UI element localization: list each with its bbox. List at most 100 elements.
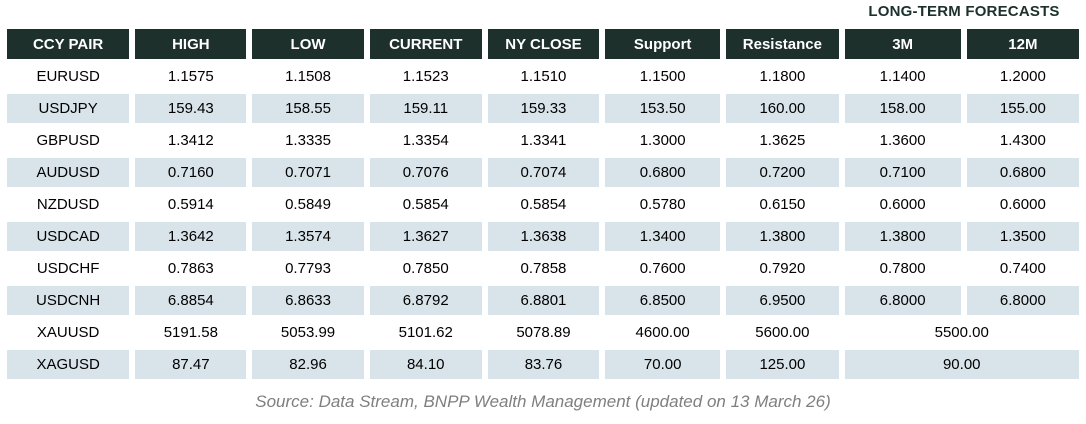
column-header-high: HIGH — [135, 29, 247, 59]
cell-resistance: 160.00 — [726, 94, 839, 123]
cell-low: 0.5849 — [252, 190, 364, 219]
table-row-usdcad: USDCAD 1.3642 1.3574 1.3627 1.3638 1.3400 1.38… — [7, 222, 1079, 251]
cell-ny-close: 1.3341 — [487, 126, 600, 155]
cell-m3: 0.7800 — [844, 254, 961, 283]
cell-ny-close: 0.7074 — [487, 158, 600, 187]
cell-current: 0.5854 — [369, 190, 482, 219]
cell-resistance: 1.3800 — [726, 222, 839, 251]
column-header-support: Support — [605, 29, 721, 59]
table-row-xagusd: XAGUSD 87.47 82.96 84.10 83.76 70.00 125.00 90.… — [7, 350, 1079, 379]
cell-pair: USDCNH — [7, 286, 130, 315]
cell-ny-close: 1.1510 — [487, 62, 600, 91]
cell-ny-close: 1.3638 — [487, 222, 600, 251]
cell-low: 82.96 — [252, 350, 364, 379]
cell-m12: 155.00 — [966, 94, 1079, 123]
cell-current: 1.3627 — [369, 222, 482, 251]
cell-support: 1.3400 — [605, 222, 721, 251]
table-header: CCY PAIR HIGH LOW CURRENT NY CLOSE Support Res… — [7, 29, 1079, 59]
cell-resistance: 0.7920 — [726, 254, 839, 283]
cell-ny-close: 0.5854 — [487, 190, 600, 219]
cell-support: 153.50 — [605, 94, 721, 123]
cell-current: 84.10 — [369, 350, 482, 379]
cell-resistance: 0.7200 — [726, 158, 839, 187]
cell-support: 1.3000 — [605, 126, 721, 155]
table-body: EURUSD 1.1575 1.1508 1.1523 1.1510 1.1500 1.18… — [7, 62, 1079, 379]
cell-high: 0.7863 — [135, 254, 247, 283]
cell-support: 0.6800 — [605, 158, 721, 187]
cell-m12: 0.6800 — [966, 158, 1079, 187]
column-header-ny-close: NY CLOSE — [487, 29, 600, 59]
column-header-current: CURRENT — [369, 29, 482, 59]
cell-resistance: 5600.00 — [726, 318, 839, 347]
cell-m3: 0.6000 — [844, 190, 961, 219]
column-header-12m: 12M — [966, 29, 1079, 59]
cell-resistance: 125.00 — [726, 350, 839, 379]
column-header-ccy-pair: CCY PAIR — [7, 29, 130, 59]
table-row-usdjpy: USDJPY 159.43 158.55 159.11 159.33 153.50 160.… — [7, 94, 1079, 123]
cell-high: 6.8854 — [135, 286, 247, 315]
cell-ny-close: 6.8801 — [487, 286, 600, 315]
cell-low: 6.8633 — [252, 286, 364, 315]
cell-m3: 1.3600 — [844, 126, 961, 155]
cell-pair: AUDUSD — [7, 158, 130, 187]
cell-support: 70.00 — [605, 350, 721, 379]
cell-current: 6.8792 — [369, 286, 482, 315]
cell-ny-close: 0.7858 — [487, 254, 600, 283]
cell-support: 1.1500 — [605, 62, 721, 91]
cell-high: 0.7160 — [135, 158, 247, 187]
cell-resistance: 1.1800 — [726, 62, 839, 91]
table-row-eurusd: EURUSD 1.1575 1.1508 1.1523 1.1510 1.1500 1.18… — [7, 62, 1079, 91]
cell-current: 1.3354 — [369, 126, 482, 155]
cell-resistance: 0.6150 — [726, 190, 839, 219]
cell-low: 5053.99 — [252, 318, 364, 347]
cell-low: 1.1508 — [252, 62, 364, 91]
cell-m3: 0.7100 — [844, 158, 961, 187]
cell-ny-close: 83.76 — [487, 350, 600, 379]
cell-high: 1.3412 — [135, 126, 247, 155]
cell-m12: 0.7400 — [966, 254, 1079, 283]
cell-resistance: 6.9500 — [726, 286, 839, 315]
cell-pair: USDCHF — [7, 254, 130, 283]
source-caption: Source: Data Stream, BNPP Wealth Managem… — [255, 392, 831, 411]
cell-pair: NZDUSD — [7, 190, 130, 219]
cell-current: 159.11 — [369, 94, 482, 123]
cell-pair: USDCAD — [7, 222, 130, 251]
cell-low: 0.7793 — [252, 254, 364, 283]
cell-m12: 1.3500 — [966, 222, 1079, 251]
cell-ny-close: 5078.89 — [487, 318, 600, 347]
cell-m12: 6.8000 — [966, 286, 1079, 315]
cell-ny-close: 159.33 — [487, 94, 600, 123]
cell-forecast-merged: 5500.00 — [844, 318, 1079, 347]
column-header-low: LOW — [252, 29, 364, 59]
cell-support: 6.8500 — [605, 286, 721, 315]
column-header-resistance: Resistance — [726, 29, 839, 59]
cell-low: 1.3574 — [252, 222, 364, 251]
cell-support: 0.5780 — [605, 190, 721, 219]
cell-low: 158.55 — [252, 94, 364, 123]
cell-support: 0.7600 — [605, 254, 721, 283]
cell-current: 0.7850 — [369, 254, 482, 283]
cell-m12: 0.6000 — [966, 190, 1079, 219]
forecast-table: CCY PAIR HIGH LOW CURRENT NY CLOSE Support Res… — [1, 26, 1085, 382]
long-term-forecasts-title: LONG-TERM FORECASTS — [868, 3, 1060, 20]
table-row-usdcnh: USDCNH 6.8854 6.8633 6.8792 6.8801 6.8500 6.95… — [7, 286, 1079, 315]
cell-low: 1.3335 — [252, 126, 364, 155]
cell-current: 0.7076 — [369, 158, 482, 187]
column-header-3m: 3M — [844, 29, 961, 59]
cell-resistance: 1.3625 — [726, 126, 839, 155]
table-row-nzdusd: NZDUSD 0.5914 0.5849 0.5854 0.5854 0.5780 0.61… — [7, 190, 1079, 219]
table-row-gbpusd: GBPUSD 1.3412 1.3335 1.3354 1.3341 1.3000 1.36… — [7, 126, 1079, 155]
table-row-usdchf: USDCHF 0.7863 0.7793 0.7850 0.7858 0.7600 0.79… — [7, 254, 1079, 283]
cell-m12: 1.4300 — [966, 126, 1079, 155]
cell-support: 4600.00 — [605, 318, 721, 347]
cell-high: 1.3642 — [135, 222, 247, 251]
table-row-audusd: AUDUSD 0.7160 0.7071 0.7076 0.7074 0.6800 0.72… — [7, 158, 1079, 187]
cell-high: 0.5914 — [135, 190, 247, 219]
cell-low: 0.7071 — [252, 158, 364, 187]
cell-m3: 1.3800 — [844, 222, 961, 251]
cell-high: 159.43 — [135, 94, 247, 123]
cell-m3: 6.8000 — [844, 286, 961, 315]
cell-high: 87.47 — [135, 350, 247, 379]
cell-pair: GBPUSD — [7, 126, 130, 155]
